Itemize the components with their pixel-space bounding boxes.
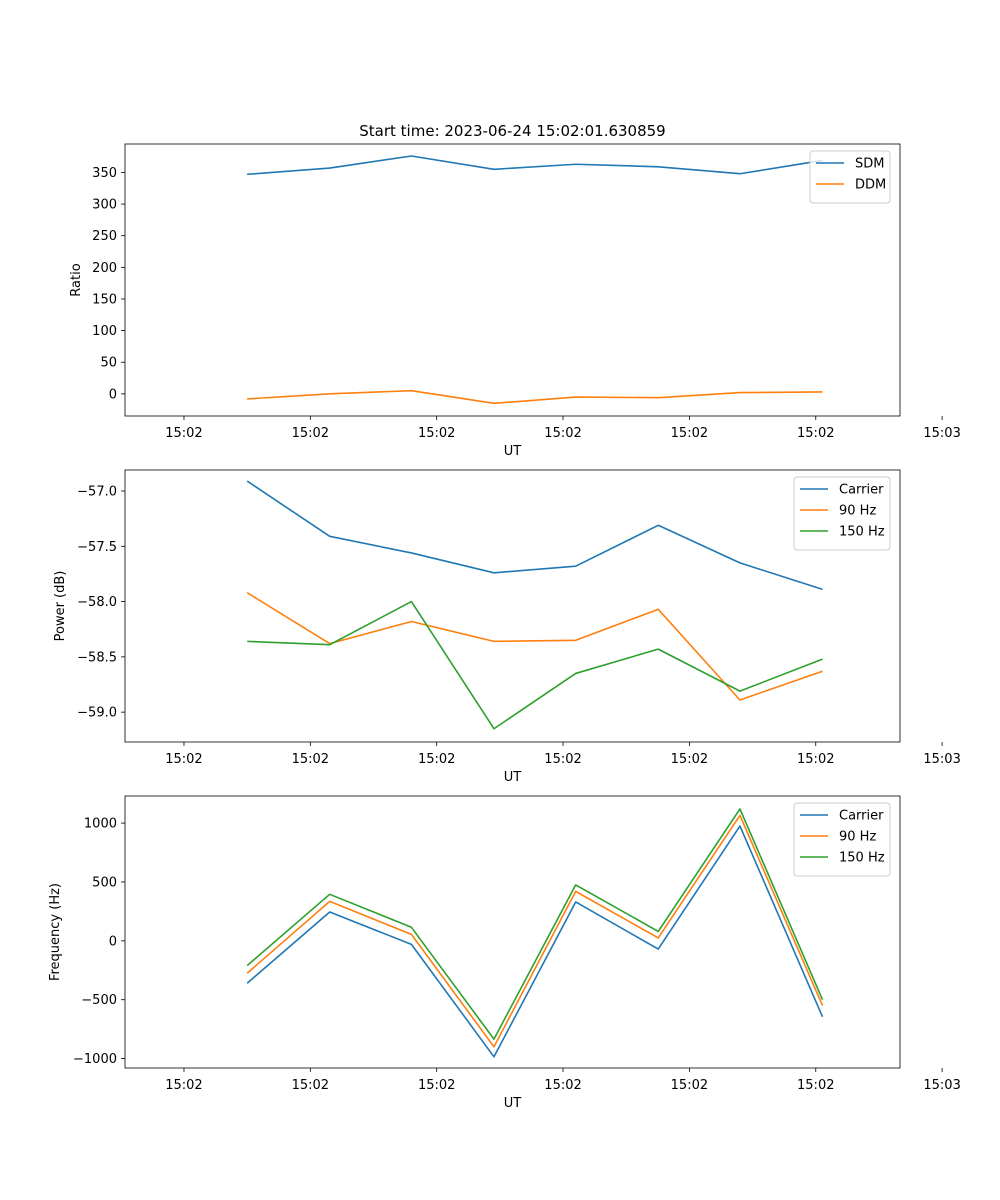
- x-tick-label: 15:02: [292, 426, 329, 441]
- x-tick-label: 15:02: [418, 752, 455, 767]
- series-line-150-hz: [246, 808, 824, 1040]
- y-tick-label: −58.5: [77, 650, 117, 665]
- legend-entry: 90 Hz: [839, 504, 876, 519]
- series-line-sdm: [247, 155, 823, 176]
- chart-title: Start time: 2023-06-24 15:02:01.630859: [359, 122, 665, 140]
- y-tick-label: 250: [92, 229, 117, 244]
- x-axis-label: UT: [504, 770, 522, 785]
- legend: Carrier 90 Hz 150 Hz: [793, 476, 891, 551]
- x-tick-label: 15:02: [544, 752, 581, 767]
- y-axis-label: Power (dB): [53, 571, 68, 642]
- x-tick-label: 15:03: [923, 1078, 960, 1093]
- y-tick-label: 300: [92, 198, 117, 213]
- x-tick-label: 15:02: [544, 426, 581, 441]
- legend-entry: DDM: [855, 178, 886, 193]
- y-tick-label: 0: [109, 387, 117, 402]
- chart-panel-1: 15:02 15:02 15:02 15:02 15:02 15:02 15:03 0 50 10…: [69, 122, 961, 459]
- y-tick-label: 350: [92, 166, 117, 181]
- legend: Carrier 90 Hz 150 Hz: [793, 802, 891, 877]
- y-tick-label: −59.0: [77, 706, 117, 721]
- y-tick-label: 200: [92, 261, 117, 276]
- y-tick-label: −1000: [73, 1052, 117, 1067]
- y-axis-label: Frequency (Hz): [48, 883, 63, 981]
- y-tick-label: 0: [109, 934, 117, 949]
- axes-frame: [124, 143, 901, 417]
- x-axis-label: UT: [504, 444, 522, 459]
- chart-panel-2: 15:02 15:02 15:02 15:02 15:02 15:02 15:03 −59.0…: [53, 469, 961, 785]
- x-tick-label: 15:02: [671, 426, 708, 441]
- y-axis-label: Ratio: [69, 263, 84, 296]
- series-line-90-hz: [246, 814, 824, 1048]
- legend-entry: 150 Hz: [839, 851, 885, 866]
- x-tick-label: 15:02: [797, 752, 834, 767]
- series-line-150-hz: [247, 600, 823, 730]
- y-tick-label: 1000: [84, 817, 117, 832]
- x-tick-label: 15:02: [292, 1078, 329, 1093]
- axes-frame: [124, 795, 901, 1069]
- x-axis-label: UT: [504, 1096, 522, 1111]
- x-tick-label: 15:02: [544, 1078, 581, 1093]
- legend-entry: SDM: [855, 157, 884, 172]
- x-tick-label: 15:02: [165, 1078, 202, 1093]
- y-tick-label: 500: [92, 875, 117, 890]
- y-tick-label: 50: [100, 356, 117, 371]
- y-tick-label: −57.5: [77, 540, 117, 555]
- x-tick-label: 15:02: [292, 752, 329, 767]
- x-tick-label: 15:02: [671, 752, 708, 767]
- series-line-90-hz: [246, 592, 823, 701]
- x-tick-label: 15:03: [923, 426, 960, 441]
- series-line-carrier: [246, 825, 824, 1058]
- y-tick-label: −57.0: [77, 485, 117, 500]
- legend-entry: Carrier: [839, 483, 884, 498]
- series-line-carrier: [246, 480, 823, 591]
- x-tick-label: 15:03: [923, 752, 960, 767]
- x-tick-label: 15:02: [418, 426, 455, 441]
- y-tick-label: −58.0: [77, 595, 117, 610]
- legend-entry: 90 Hz: [839, 830, 876, 845]
- x-tick-label: 15:02: [797, 1078, 834, 1093]
- axes-frame: [124, 469, 901, 743]
- x-tick-label: 15:02: [671, 1078, 708, 1093]
- y-tick-label: 150: [92, 292, 117, 307]
- x-tick-label: 15:02: [165, 426, 202, 441]
- x-tick-label: 15:02: [165, 752, 202, 767]
- legend-entry: 150 Hz: [839, 525, 885, 540]
- y-tick-label: −500: [81, 993, 117, 1008]
- y-tick-label: 100: [92, 324, 117, 339]
- series-line-ddm: [247, 389, 823, 405]
- legend: SDM DDM: [809, 150, 891, 204]
- legend-entry: Carrier: [839, 809, 884, 824]
- x-tick-label: 15:02: [418, 1078, 455, 1093]
- legend-box: [809, 150, 891, 204]
- chart-panel-3: 15:02 15:02 15:02 15:02 15:02 15:02 15:03 −1000…: [48, 795, 961, 1111]
- x-tick-label: 15:02: [797, 426, 834, 441]
